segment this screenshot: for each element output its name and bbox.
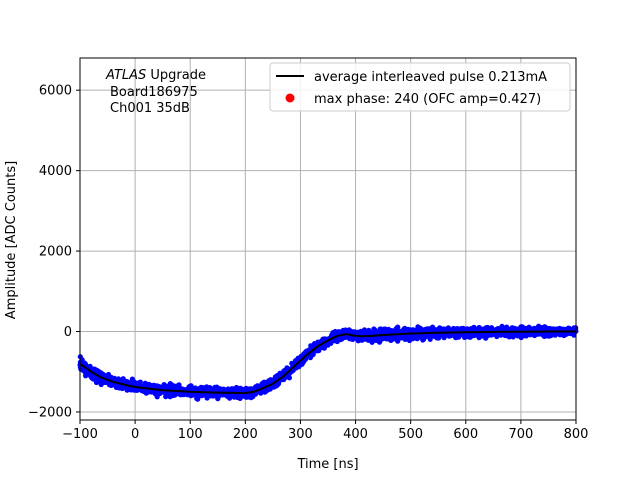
sample-point <box>518 334 524 341</box>
sample-point <box>519 324 526 330</box>
sample-point <box>347 335 353 341</box>
sample-point <box>481 333 487 339</box>
atlas-annotation-line1: ATLAS Upgrade <box>105 68 206 83</box>
sample-point <box>307 355 313 361</box>
legend-entry-average: average interleaved pulse 0.213mA <box>314 70 547 85</box>
sample-point <box>259 381 265 387</box>
channel-annotation: Ch001 35dB <box>110 101 190 116</box>
sample-point <box>362 329 368 335</box>
x-tick-label: 200 <box>233 427 258 442</box>
x-tick-label: 800 <box>564 427 589 442</box>
sample-point <box>251 392 257 398</box>
y-tick-label: 6000 <box>39 84 72 99</box>
legend-marker-swatch <box>285 93 295 103</box>
y-tick-label: −2000 <box>28 405 72 420</box>
x-axis-label: Time [ns] <box>296 457 358 472</box>
sample-point <box>156 384 162 390</box>
sample-point <box>157 390 163 396</box>
sample-point <box>91 376 97 382</box>
sample-point <box>194 395 200 402</box>
x-tick-label: 500 <box>398 427 423 442</box>
x-tick-label: 0 <box>131 427 139 442</box>
x-tick-label: 400 <box>343 427 368 442</box>
atlas-upgrade: Upgrade <box>146 68 206 83</box>
sample-point <box>154 394 160 400</box>
sample-point <box>246 386 252 392</box>
sample-point <box>191 385 197 392</box>
sample-point <box>120 385 126 391</box>
x-tick-label: 300 <box>288 427 313 442</box>
sample-point <box>441 332 447 338</box>
x-axis-ticks: −100 0 100 200 300 400 500 600 700 800 <box>62 420 588 442</box>
sample-point <box>328 340 334 346</box>
plot-frame <box>79 57 577 421</box>
sample-point <box>245 393 251 399</box>
y-tick-label: 2000 <box>39 245 72 260</box>
sample-point <box>543 333 549 339</box>
sample-point <box>174 385 180 391</box>
atlas-italic: ATLAS <box>105 68 146 83</box>
y-axis-label: Amplitude [ADC Counts] <box>4 161 19 319</box>
x-tick-label: 600 <box>453 427 478 442</box>
sample-point <box>476 324 482 331</box>
board-annotation: Board186975 <box>110 85 198 100</box>
average-pulse-line <box>79 330 576 395</box>
sample-point <box>231 386 237 392</box>
sample-point <box>503 332 509 338</box>
sample-point <box>144 382 150 388</box>
sample-point <box>442 326 448 332</box>
legend: average interleaved pulse 0.213mA max ph… <box>269 62 571 112</box>
y-tick-label: 4000 <box>39 164 72 179</box>
sample-point <box>215 396 221 402</box>
sample-point <box>186 385 192 391</box>
y-tick-label: 0 <box>64 325 72 340</box>
sample-point <box>272 383 279 389</box>
x-tick-label: 700 <box>508 427 533 442</box>
x-tick-label: −100 <box>62 427 98 442</box>
plot-area <box>80 58 576 420</box>
legend-entry-max-phase: max phase: 240 (OFC amp=0.427) <box>314 92 541 107</box>
sample-point <box>394 337 400 343</box>
x-tick-label: 100 <box>178 427 203 442</box>
legend-box <box>269 62 571 112</box>
sample-point <box>395 324 401 330</box>
y-axis-ticks: −2000 0 2000 4000 6000 <box>28 84 80 420</box>
sample-point <box>430 324 436 330</box>
sample-point <box>143 388 149 394</box>
